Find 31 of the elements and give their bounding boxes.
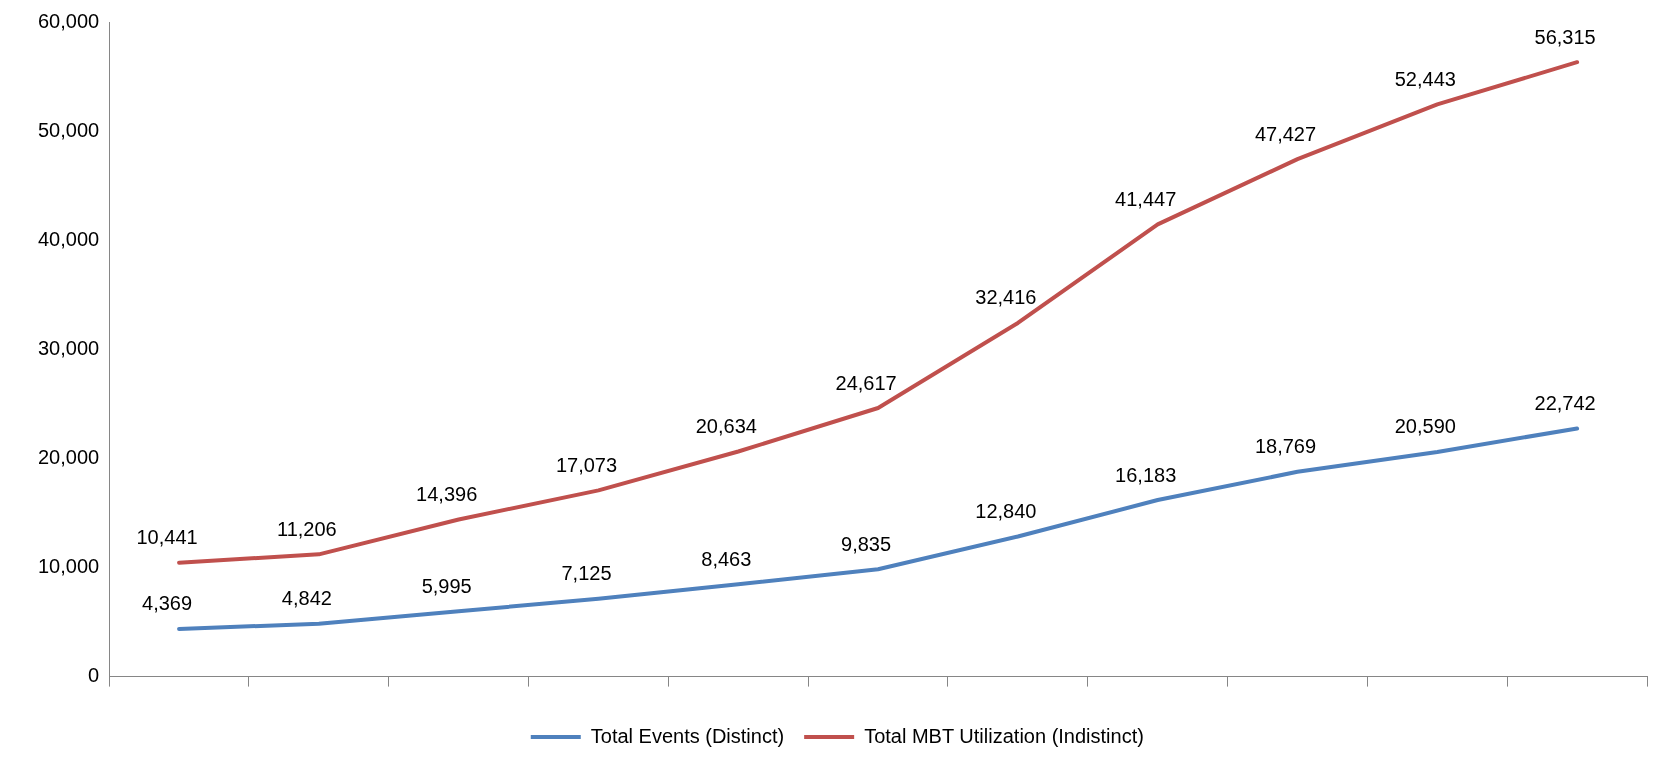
data-label: 5,995 [421, 574, 472, 597]
data-label: 11,206 [277, 517, 337, 540]
y-tick-label: 10,000 [38, 555, 100, 578]
data-label: 10,441 [136, 526, 198, 549]
data-label: 20,590 [1394, 415, 1456, 438]
data-label: 24,617 [835, 371, 897, 394]
data-label: 22,742 [1534, 392, 1596, 414]
legend-label: Total MBT Utilization (Indistinct) [864, 724, 1144, 747]
data-label: 9,835 [841, 532, 892, 555]
data-label: 17,073 [555, 453, 618, 476]
legend-label: Total Events (Distinct) [590, 724, 785, 747]
y-tick-label: 0 [88, 664, 100, 687]
y-tick-label: 20,000 [38, 445, 100, 468]
data-label: 56,315 [1534, 25, 1596, 48]
data-label: 32,416 [975, 286, 1037, 309]
data-label: 8,463 [701, 547, 752, 570]
y-tick-label: 60,000 [38, 9, 100, 32]
data-label: 7,125 [561, 562, 612, 585]
data-label: 20,634 [695, 415, 757, 437]
y-tick-label: 50,000 [38, 118, 100, 141]
data-label: 12,840 [975, 500, 1037, 523]
data-label: 14,396 [416, 483, 478, 506]
data-label: 16,183 [1115, 463, 1177, 486]
data-label: 4,369 [142, 592, 193, 615]
y-tick-label: 30,000 [38, 336, 100, 359]
data-label: 41,447 [1115, 187, 1177, 210]
y-tick-label: 40,000 [38, 227, 100, 250]
data-label: 52,443 [1394, 67, 1456, 90]
data-label: 18,769 [1254, 435, 1317, 458]
data-label: 47,427 [1254, 122, 1317, 145]
data-label: 4,842 [281, 587, 332, 610]
